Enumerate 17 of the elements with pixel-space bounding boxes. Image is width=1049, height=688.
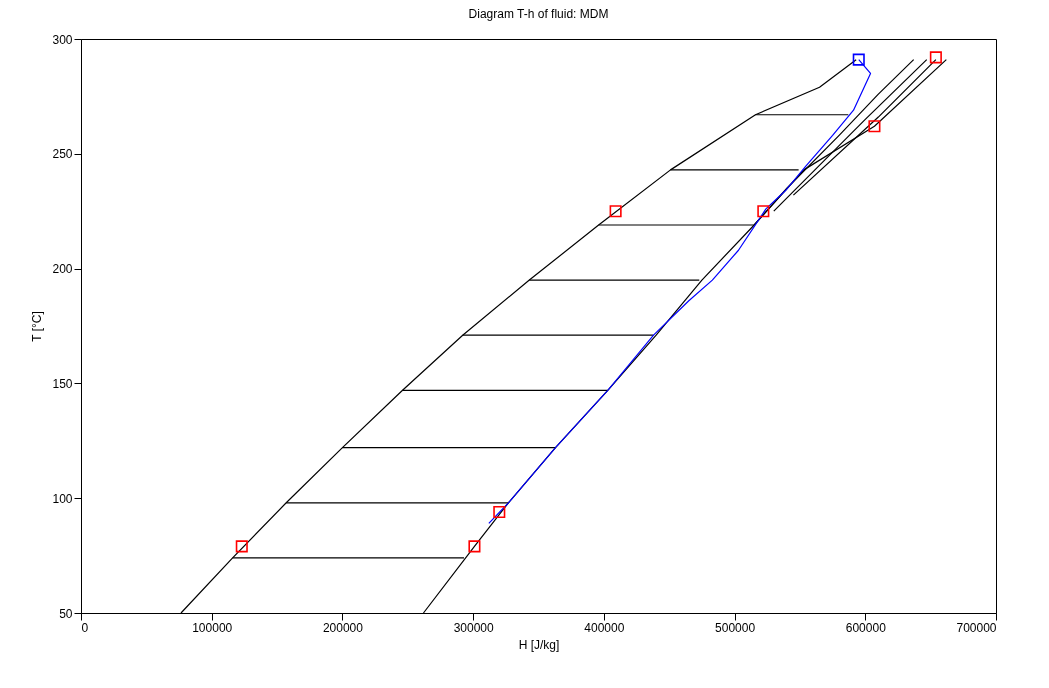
x-tick-label: 400000	[584, 620, 625, 635]
y-axis-title: T [°C]	[30, 311, 45, 342]
x-axis-title: H [J/kg]	[518, 637, 560, 652]
y-tick-label: 150	[52, 376, 73, 391]
x-tick-label: 200000	[322, 620, 364, 635]
y-tick-label: 250	[52, 147, 73, 162]
y-tick-label: 200	[52, 262, 73, 277]
x-tick-label: 300000	[453, 620, 494, 635]
x-tick-label: 500000	[715, 620, 756, 635]
y-tick-label: 50	[59, 606, 73, 621]
x-tick-label: 100000	[192, 620, 233, 635]
x-tick-label: 600000	[845, 620, 887, 635]
y-tick-label: 100	[52, 491, 73, 506]
chart-title: Diagram T-h of fluid: MDM	[468, 7, 609, 21]
x-tick-label: 700000	[956, 620, 997, 635]
x-tick-label: 0	[81, 620, 89, 635]
y-tick-label: 300	[52, 32, 73, 47]
